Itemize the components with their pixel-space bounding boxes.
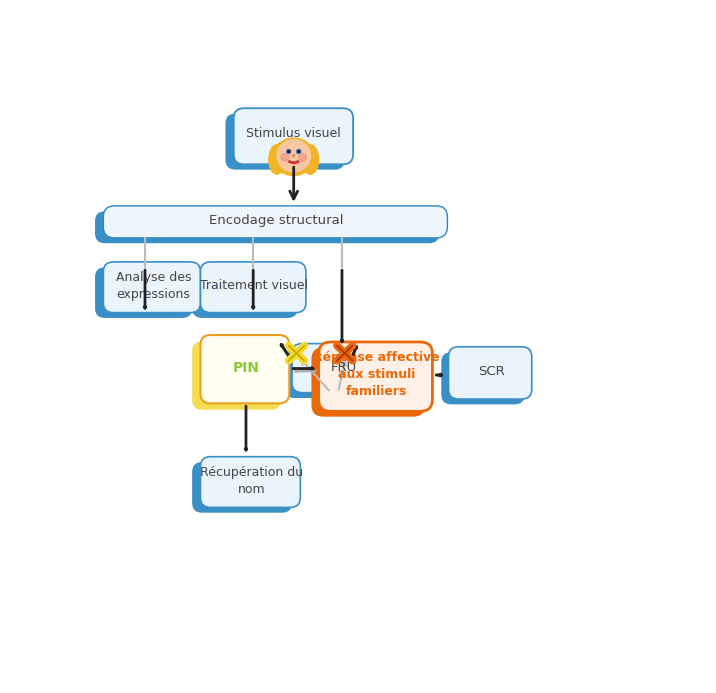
Text: Stimulus visuel: Stimulus visuel: [246, 127, 341, 140]
FancyBboxPatch shape: [95, 211, 439, 243]
FancyBboxPatch shape: [233, 108, 353, 164]
Circle shape: [277, 140, 310, 172]
Circle shape: [281, 154, 289, 161]
Circle shape: [293, 155, 295, 157]
FancyBboxPatch shape: [448, 346, 532, 399]
FancyBboxPatch shape: [95, 267, 192, 318]
Text: FRU: FRU: [331, 360, 357, 374]
FancyBboxPatch shape: [319, 342, 432, 412]
Text: PIN: PIN: [233, 360, 259, 375]
FancyBboxPatch shape: [284, 349, 387, 398]
Text: Récupération du
nom: Récupération du nom: [200, 466, 303, 495]
FancyBboxPatch shape: [192, 267, 298, 318]
Ellipse shape: [268, 145, 286, 174]
FancyBboxPatch shape: [311, 347, 425, 416]
FancyBboxPatch shape: [103, 262, 200, 313]
FancyBboxPatch shape: [200, 457, 301, 507]
Circle shape: [298, 150, 300, 152]
Circle shape: [286, 149, 291, 154]
Circle shape: [299, 154, 306, 161]
Text: Réponse affective
aux stimuli
familiers: Réponse affective aux stimuli familiers: [313, 351, 440, 398]
FancyBboxPatch shape: [103, 206, 448, 238]
FancyBboxPatch shape: [200, 335, 289, 403]
FancyBboxPatch shape: [441, 352, 525, 405]
Text: Analyse des
expressions: Analyse des expressions: [115, 271, 191, 301]
Ellipse shape: [302, 145, 319, 174]
Circle shape: [288, 150, 290, 152]
Text: Encodage structural: Encodage structural: [209, 214, 344, 227]
Circle shape: [296, 149, 301, 154]
FancyBboxPatch shape: [200, 262, 306, 313]
Text: Traitement visuel: Traitement visuel: [200, 279, 309, 292]
Text: SCR: SCR: [478, 365, 505, 378]
FancyBboxPatch shape: [192, 342, 281, 410]
FancyBboxPatch shape: [226, 114, 345, 170]
FancyBboxPatch shape: [192, 462, 292, 513]
FancyBboxPatch shape: [292, 344, 395, 393]
Ellipse shape: [273, 138, 314, 175]
